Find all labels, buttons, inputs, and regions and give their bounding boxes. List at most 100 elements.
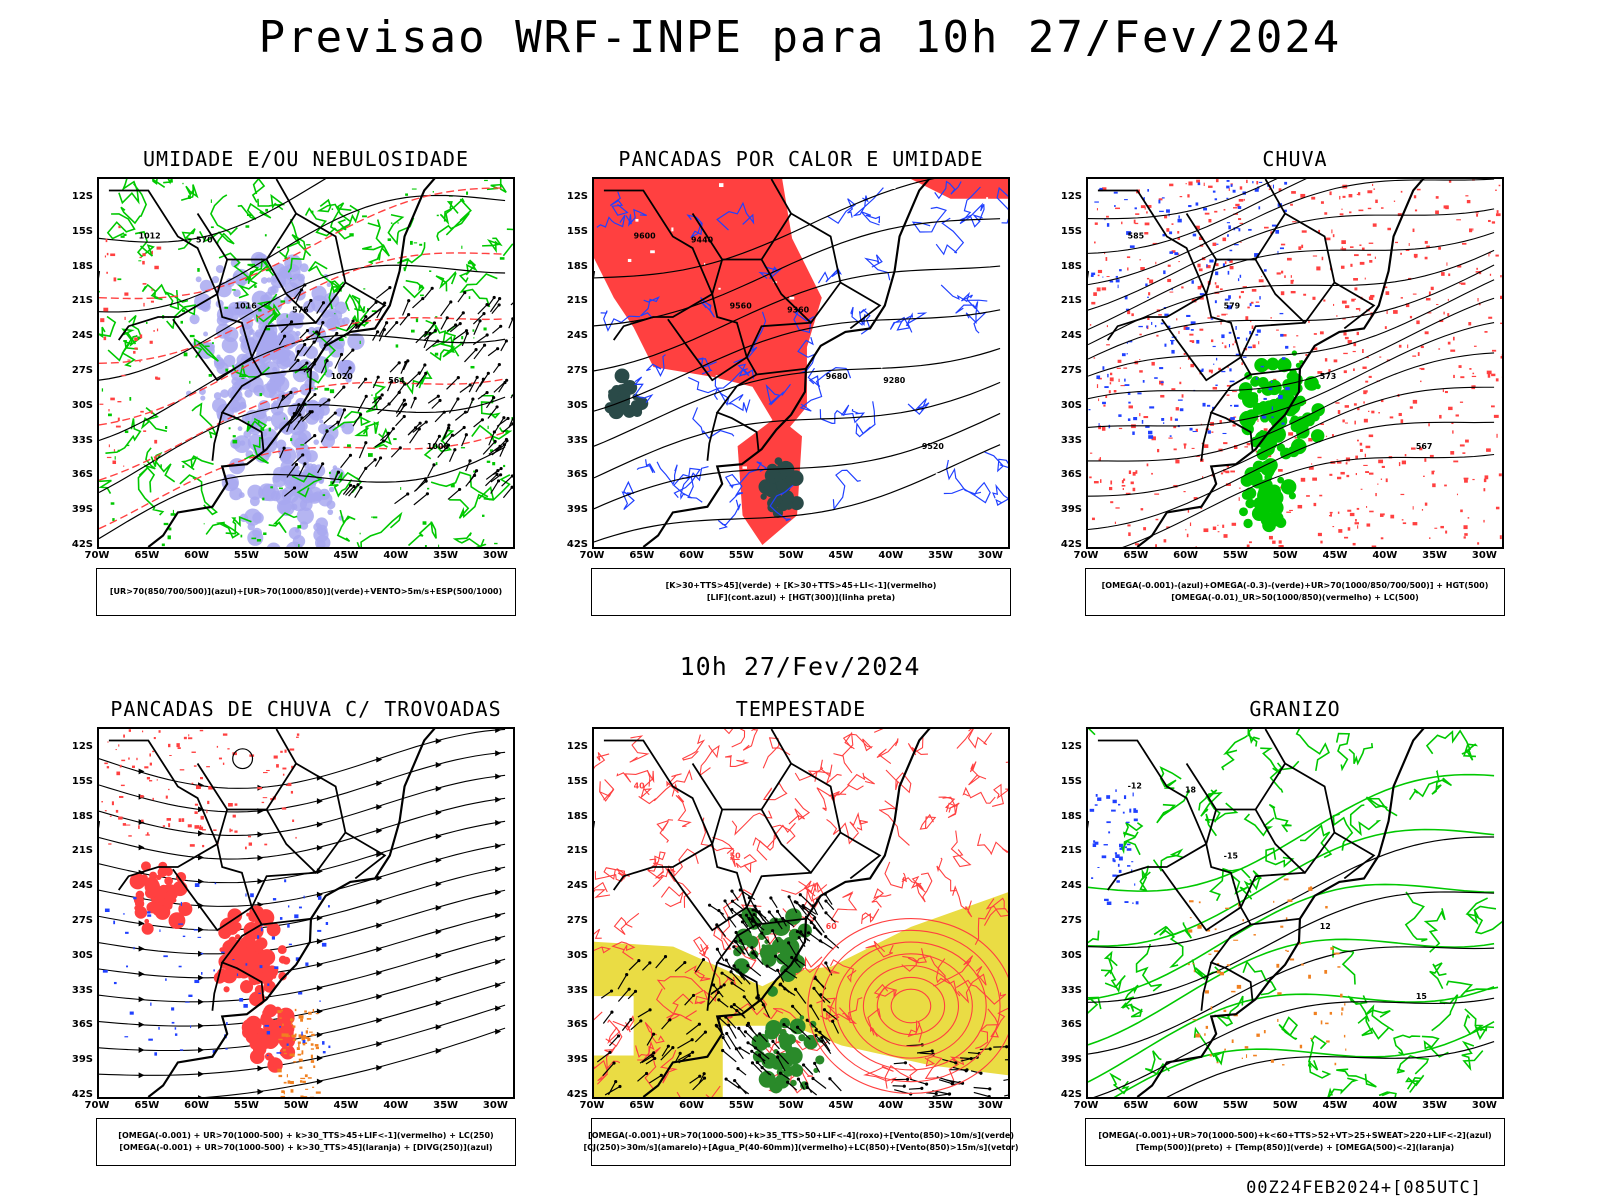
contour-label: 40: [634, 781, 646, 790]
lon-label: 70W: [84, 550, 110, 561]
run-timestamp: 00Z24FEB2024+[085UTC]: [1246, 1178, 1482, 1198]
lon-label: 30W: [977, 550, 1003, 561]
lon-label: 70W: [1073, 1100, 1099, 1111]
panel-title-tempestade: TEMPESTADE: [735, 697, 867, 721]
lat-label: 21S: [71, 845, 93, 857]
lat-label: 33S: [1060, 434, 1082, 446]
contour-label: 15: [1416, 992, 1427, 1001]
lon-label: 30W: [482, 1100, 508, 1111]
lon-label: 45W: [828, 1100, 854, 1111]
lat-label: 42S: [1060, 1089, 1082, 1100]
lat-label: 36S: [71, 469, 93, 481]
lat-label: 18S: [71, 260, 93, 272]
lon-label: 65W: [134, 1100, 160, 1111]
lat-label: 30S: [566, 949, 588, 961]
legend-line: [K>30+TTS>45](verde) + [K>30+TTS>45+LI<-…: [665, 581, 937, 590]
legend-line: [OMEGA(-0.001)+UR>70(1000-500)+k>35_TTS>…: [588, 1131, 1014, 1140]
lat-label: 18S: [71, 810, 93, 822]
contour-label: 573: [1320, 372, 1337, 381]
lon-label: 55W: [728, 1100, 754, 1111]
lon-label: 30W: [1471, 550, 1497, 561]
panel-title-umidade: UMIDADE E/OU NEBULOSIDADE: [142, 147, 470, 171]
lon-label: 35W: [928, 550, 954, 561]
lon-label: 60W: [184, 550, 210, 561]
lat-label: 30S: [566, 399, 588, 411]
lat-label: 39S: [71, 504, 93, 516]
lat-label: 39S: [71, 1054, 93, 1066]
lat-label: 30S: [71, 949, 93, 961]
lon-label: 65W: [134, 550, 160, 561]
lat-label: 33S: [71, 984, 93, 996]
contour-label: 1020: [331, 372, 354, 381]
legend-line: [OMEGA(-0.001)-(azul)+OMEGA(-0.3)-(verde…: [1101, 581, 1489, 590]
legend-box-chuva: [OMEGA(-0.001)-(azul)+OMEGA(-0.3)-(verde…: [1085, 568, 1505, 616]
lat-label: 18S: [1060, 260, 1082, 272]
lon-label: 50W: [283, 1100, 309, 1111]
legend-line: [OMEGA(-0.001) + UR>70(1000-500) + k>30_…: [119, 1143, 493, 1152]
contour-label: 576: [292, 306, 309, 315]
lat-label: 12S: [566, 741, 588, 752]
map-umidade: 1012 1016 1020 1008 570 576 564: [97, 177, 515, 549]
lon-label: 60W: [184, 1100, 210, 1111]
lat-label: 24S: [566, 880, 588, 892]
lat-label: 33S: [566, 984, 588, 996]
lat-label: 39S: [1060, 504, 1082, 516]
lon-label: 35W: [928, 1100, 954, 1111]
lat-label: 12S: [1060, 191, 1082, 202]
contour-label: -15: [1224, 852, 1238, 861]
contour-label: 9600: [634, 231, 657, 240]
lat-label: 42S: [566, 539, 588, 550]
lon-label: 55W: [233, 550, 259, 561]
lat-label: 12S: [71, 191, 93, 202]
lon-label: 70W: [84, 1100, 110, 1111]
lat-label: 30S: [1060, 399, 1082, 411]
lon-label: 55W: [728, 550, 754, 561]
lat-label: 24S: [1060, 330, 1082, 342]
lon-label: 45W: [1322, 1100, 1348, 1111]
lat-label: 36S: [1060, 469, 1082, 481]
lon-label: 50W: [1272, 550, 1298, 561]
contour-label: 579: [1224, 302, 1241, 311]
contour-label: 1012: [139, 231, 161, 240]
lat-label: 30S: [71, 399, 93, 411]
lon-label: 55W: [1222, 550, 1248, 561]
lat-label: 15S: [71, 775, 93, 787]
lat-label: 24S: [566, 330, 588, 342]
lat-label: 18S: [566, 260, 588, 272]
lat-label: 27S: [566, 365, 588, 376]
lat-label: 33S: [1060, 984, 1082, 996]
lat-label: 42S: [1060, 539, 1082, 550]
lat-label: 18S: [1060, 810, 1082, 822]
lat-label: 15S: [566, 775, 588, 787]
lat-label: 24S: [71, 880, 93, 892]
lon-label: 45W: [333, 1100, 359, 1111]
contour-label: 564: [388, 376, 405, 385]
lat-label: 36S: [1060, 1019, 1082, 1031]
lat-label: 21S: [1060, 295, 1082, 307]
lon-label: 30W: [1471, 1100, 1497, 1111]
lon-label: 65W: [1123, 1100, 1149, 1111]
lon-label: 70W: [579, 550, 605, 561]
map-chuva: 585 579 573 567: [1086, 177, 1504, 549]
contour-label: -12: [1128, 781, 1142, 790]
contour-label: 1008: [427, 442, 450, 451]
contour-label: 9440: [691, 235, 714, 244]
lat-label: 24S: [71, 330, 93, 342]
legend-line: [OMEGA(-0.001) + UR>70(1000-500) + k>30_…: [118, 1131, 494, 1140]
lon-label: 50W: [1272, 1100, 1298, 1111]
lon-label: 60W: [1173, 550, 1199, 561]
lat-label: 15S: [1060, 775, 1082, 787]
lon-label: 65W: [629, 550, 655, 561]
main-title: Previsao WRF-INPE para 10h 27/Fev/2024: [258, 12, 1342, 63]
contour-label: 9560: [730, 302, 753, 311]
contour-label: 50: [730, 852, 742, 861]
lon-label: 45W: [1322, 550, 1348, 561]
lon-label: 35W: [433, 550, 459, 561]
lon-label: 65W: [629, 1100, 655, 1111]
lat-label: 42S: [71, 1089, 93, 1100]
panel-title-chuva: CHUVA: [1262, 147, 1328, 171]
contour-label: 9280: [883, 376, 906, 385]
lon-label: 35W: [1422, 1100, 1448, 1111]
contour-label: 60: [826, 922, 838, 931]
lat-label: 27S: [71, 915, 93, 926]
